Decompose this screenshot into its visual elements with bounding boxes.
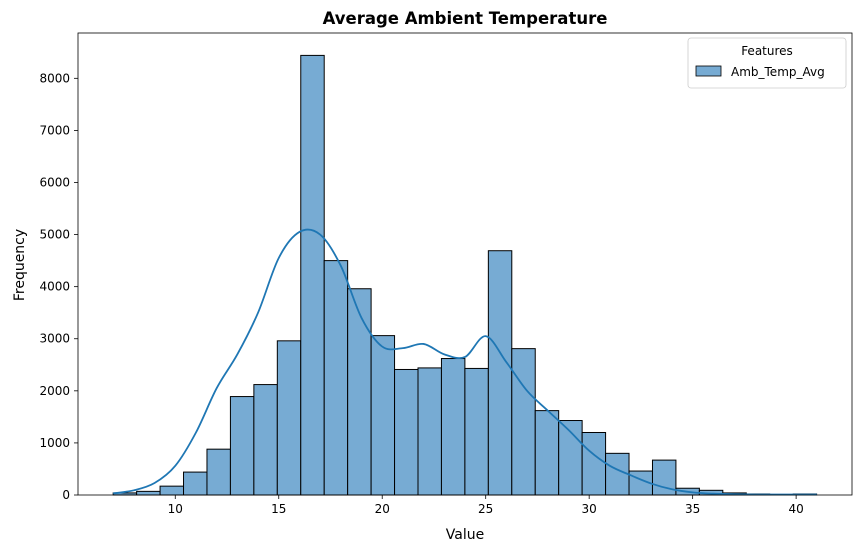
y-tick-label: 7000 — [39, 123, 70, 137]
histogram-bar — [534, 410, 560, 496]
histogram-bar — [159, 485, 185, 496]
legend-swatch — [695, 65, 722, 77]
histogram-bar — [276, 340, 302, 496]
y-tick-label: 1000 — [39, 436, 70, 450]
kde-curve — [113, 228, 817, 496]
x-tick-label: 20 — [375, 502, 390, 516]
legend: Features Amb_Temp_Avg — [687, 37, 847, 89]
x-axis: 10 15 20 25 30 35 40 — [168, 495, 804, 516]
y-tick-label: 8000 — [39, 71, 70, 85]
y-tick-label: 5000 — [39, 228, 70, 242]
plot-frame — [77, 32, 853, 496]
x-tick-label: 15 — [271, 502, 286, 516]
histogram-bar — [394, 368, 419, 496]
y-tick-label: 4000 — [39, 280, 70, 294]
y-axis-label: Frequency — [12, 229, 28, 301]
legend-entry-label: Amb_Temp_Avg — [731, 65, 825, 79]
histogram-bar — [300, 54, 325, 496]
histogram-bar — [323, 260, 349, 496]
histogram-bar — [511, 348, 536, 496]
histogram-bar — [417, 367, 442, 496]
legend-box — [687, 37, 847, 89]
histogram-bar — [136, 490, 161, 496]
x-tick-label: 10 — [168, 502, 183, 516]
y-tick-label: 3000 — [39, 332, 70, 346]
bars-group — [112, 54, 818, 496]
histogram-bar — [183, 471, 208, 496]
x-tick-label: 35 — [685, 502, 700, 516]
histogram-bar — [581, 431, 607, 496]
x-tick-label: 25 — [478, 502, 493, 516]
histogram-bar — [206, 448, 231, 496]
histogram-bar — [440, 358, 466, 496]
histogram-bar — [253, 384, 278, 496]
y-tick-label: 2000 — [39, 384, 70, 398]
histogram-bar — [487, 250, 513, 496]
y-tick-label: 0 — [62, 488, 70, 502]
histogram-bar — [229, 396, 255, 496]
x-tick-label: 40 — [788, 502, 803, 516]
x-tick-label: 30 — [582, 502, 597, 516]
x-axis-label: Value — [446, 527, 484, 543]
y-tick-label: 6000 — [39, 175, 70, 189]
chart-title: Average Ambient Temperature — [323, 9, 608, 28]
histogram-bar — [605, 452, 630, 496]
legend-title: Features — [741, 44, 793, 58]
y-axis: 0 1000 2000 3000 4000 5000 6000 7000 8000 — [39, 71, 78, 502]
histogram-bar — [464, 367, 489, 496]
histogram-bar — [370, 335, 396, 496]
histogram-bar — [347, 288, 372, 496]
